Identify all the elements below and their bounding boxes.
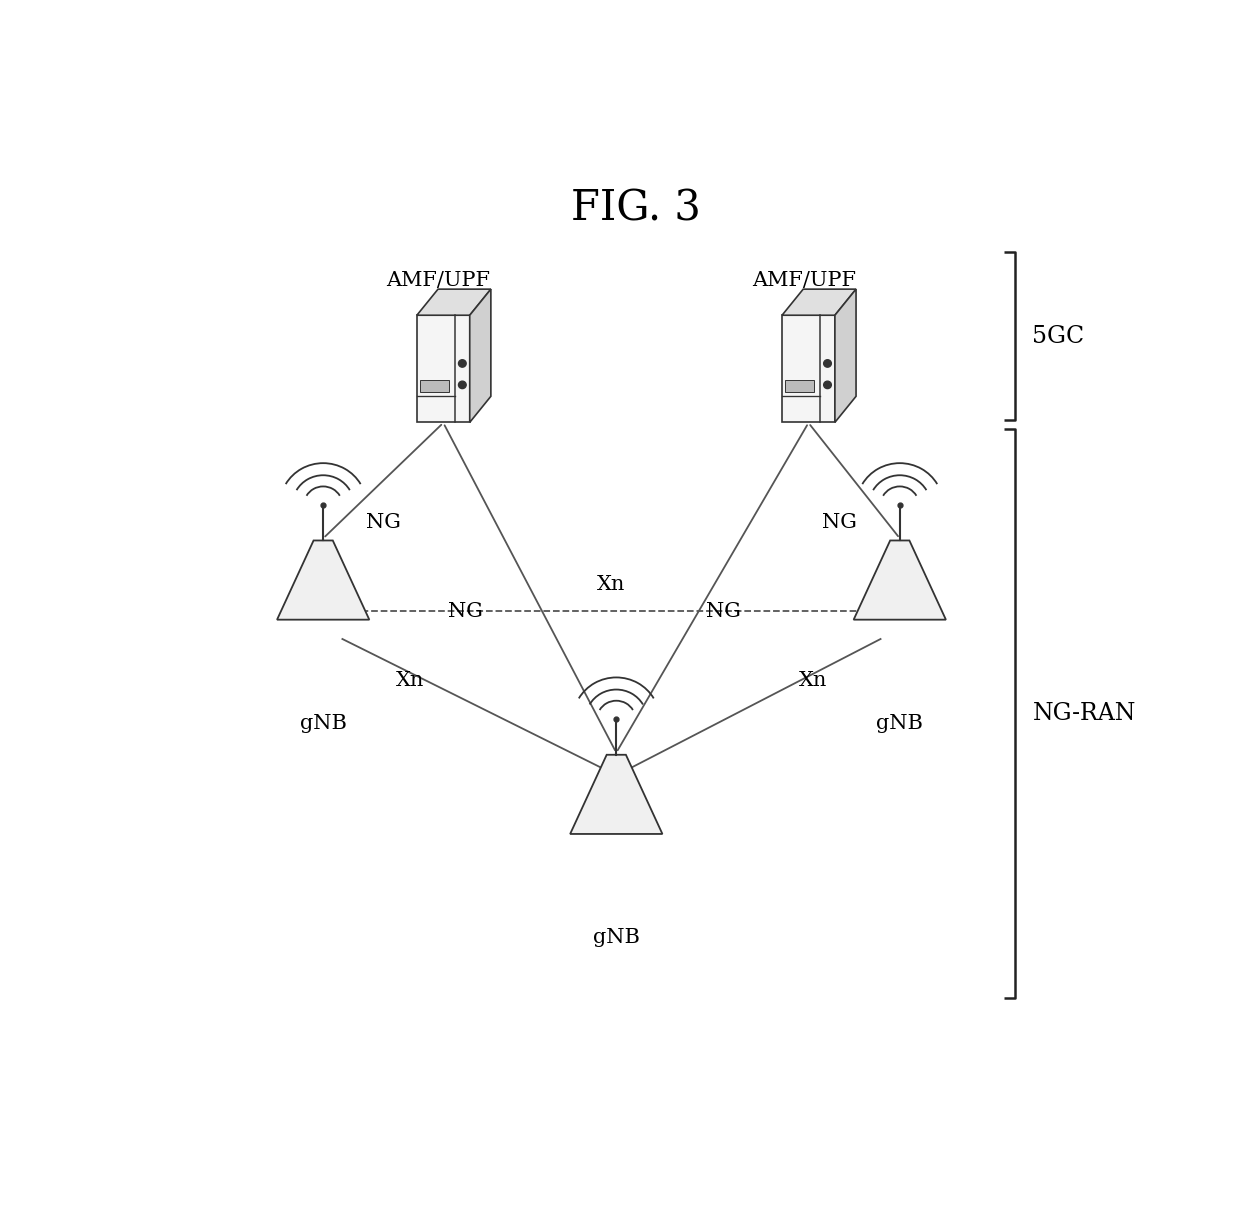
Text: NG: NG xyxy=(707,601,742,621)
Text: NG: NG xyxy=(367,513,402,532)
Text: FIG. 3: FIG. 3 xyxy=(570,188,701,229)
Polygon shape xyxy=(570,755,662,834)
Text: NG: NG xyxy=(822,513,857,532)
Circle shape xyxy=(823,381,831,388)
Circle shape xyxy=(459,381,466,388)
Text: Xn: Xn xyxy=(598,575,626,594)
Text: 5GC: 5GC xyxy=(1033,324,1085,347)
Polygon shape xyxy=(782,289,856,316)
Polygon shape xyxy=(417,289,491,316)
Text: gNB: gNB xyxy=(593,928,640,947)
Text: NG: NG xyxy=(448,601,484,621)
Text: AMF/UPF: AMF/UPF xyxy=(751,271,856,289)
Text: gNB: gNB xyxy=(877,714,924,732)
Polygon shape xyxy=(419,380,449,392)
Text: gNB: gNB xyxy=(300,714,347,732)
Polygon shape xyxy=(782,316,835,422)
Polygon shape xyxy=(835,289,856,422)
Text: AMF/UPF: AMF/UPF xyxy=(387,271,491,289)
Text: Xn: Xn xyxy=(396,672,424,691)
Polygon shape xyxy=(417,316,470,422)
Text: NG-RAN: NG-RAN xyxy=(1033,702,1136,725)
Polygon shape xyxy=(853,541,946,620)
Circle shape xyxy=(459,359,466,367)
Text: Xn: Xn xyxy=(799,672,827,691)
Circle shape xyxy=(823,359,831,367)
Polygon shape xyxy=(277,541,370,620)
Polygon shape xyxy=(470,289,491,422)
Polygon shape xyxy=(785,380,813,392)
